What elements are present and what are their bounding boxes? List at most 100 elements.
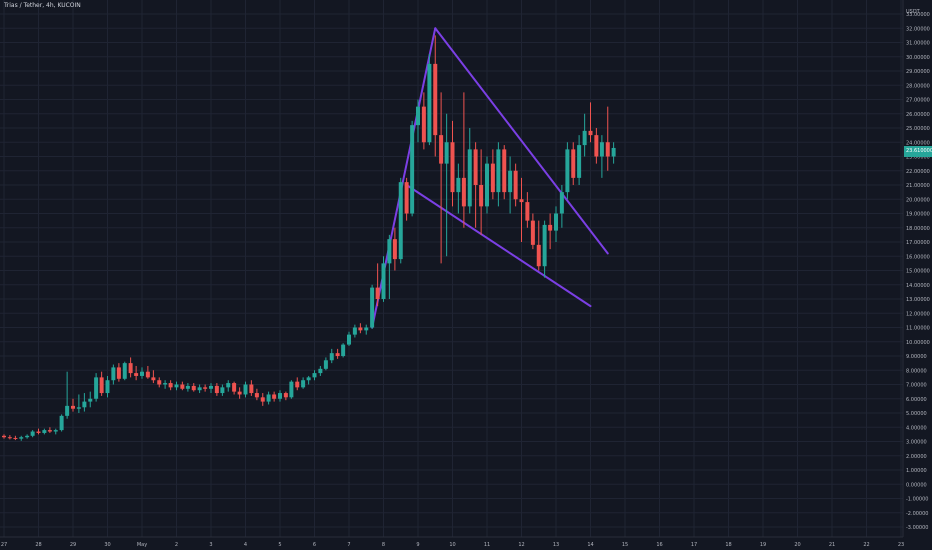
- candle-body: [128, 363, 133, 374]
- candle-body: [381, 263, 386, 299]
- candle-body: [565, 149, 570, 193]
- y-tick-label: 33.00000: [906, 12, 930, 18]
- candle-body: [99, 377, 104, 394]
- y-tick-label: 22.00000: [906, 169, 930, 175]
- candle-body: [111, 367, 116, 381]
- candle-body: [508, 170, 513, 193]
- y-tick-label: 15.00000: [906, 269, 930, 275]
- x-tick-label: 17: [691, 542, 697, 548]
- candle-body: [554, 213, 558, 231]
- candle-body: [19, 437, 24, 439]
- candle-body: [59, 415, 64, 431]
- candle-body: [283, 393, 288, 398]
- candle-body: [375, 287, 380, 299]
- x-tick-label: 11: [484, 542, 490, 548]
- y-tick-label: 16.00000: [906, 254, 930, 260]
- x-tick-label: 10: [449, 542, 455, 548]
- time-axis[interactable]: 27 28 29 30 May 2 3 4 5 6 7 8 9 10 11 12 13 14 15 16 17 18 19 2…: [0, 536, 904, 548]
- candle-body: [71, 405, 75, 409]
- candle-body: [433, 63, 438, 136]
- y-tick-label: 13.00000: [906, 297, 930, 303]
- y-tick-label: 5.00000: [906, 411, 927, 417]
- candle-body: [163, 383, 168, 385]
- x-tick-label: 23: [898, 542, 904, 548]
- y-tick-label: 26.00000: [906, 112, 930, 118]
- y-tick-label: 28.00000: [906, 83, 930, 89]
- candle-body: [151, 377, 156, 381]
- candle-body: [220, 387, 225, 394]
- x-tick-label: 15: [622, 542, 628, 548]
- y-tick-label: 2.00000: [906, 454, 927, 460]
- y-tick-label: -3.00000: [906, 525, 928, 531]
- y-tick-label: 20.00000: [906, 197, 930, 203]
- candles: [2, 35, 616, 441]
- candle-body: [301, 380, 306, 388]
- candle-body: [358, 327, 363, 331]
- x-tick-label: 18: [725, 542, 731, 548]
- candle-body: [513, 170, 518, 200]
- x-tick-label: 8: [382, 542, 385, 548]
- candle-body: [122, 363, 127, 379]
- candle-body: [421, 106, 426, 143]
- last-price-tag: 23.610000: [904, 146, 932, 157]
- candle-body: [232, 383, 237, 392]
- x-tick-label: 21: [829, 542, 835, 548]
- candle-body: [559, 192, 564, 214]
- candle-body: [444, 142, 449, 164]
- y-tick-label: 6.00000: [906, 397, 927, 403]
- candle-body: [226, 383, 231, 388]
- y-tick-label: 31.00000: [906, 41, 930, 47]
- candle-body: [36, 431, 41, 433]
- candle-body: [335, 353, 340, 356]
- y-tick-label: 24.00000: [906, 140, 930, 146]
- candle-body: [530, 220, 535, 245]
- candle-body: [312, 373, 317, 378]
- y-tick-label: -2.00000: [906, 511, 928, 517]
- y-tick-label: 17.00000: [906, 240, 930, 246]
- x-tick-label: May: [137, 542, 147, 548]
- candle-body: [467, 149, 472, 207]
- candle-body: [571, 149, 576, 178]
- candle-body: [502, 149, 507, 193]
- y-tick-label: 9.00000: [906, 354, 927, 360]
- candle-body: [542, 224, 547, 267]
- candle-body: [278, 393, 282, 399]
- candle-body: [237, 391, 242, 395]
- candle-body: [479, 185, 484, 207]
- y-tick-label: 7.00000: [906, 383, 927, 389]
- candle-body: [461, 177, 466, 207]
- price-axis[interactable]: -3.00000 -2.00000 -1.00000 0.00000 1.00000 2.…: [902, 0, 930, 537]
- x-tick-label: 6: [313, 542, 316, 548]
- candle-body: [387, 239, 392, 264]
- candle-body: [47, 430, 52, 432]
- candle-body: [410, 125, 415, 214]
- candle-body: [404, 182, 409, 214]
- candle-body: [249, 384, 254, 394]
- x-tick-label: 29: [70, 542, 76, 548]
- chart-title: Trias / Tether, 4h, KUCOIN: [4, 2, 81, 9]
- y-tick-label: 8.00000: [906, 368, 927, 374]
- candle-body: [272, 394, 277, 399]
- trendline-upper-channel: [434, 27, 609, 255]
- candle-body: [185, 385, 190, 389]
- y-tick-label: 0.00000: [906, 482, 927, 488]
- candle-body: [260, 397, 265, 402]
- candle-body: [197, 387, 202, 391]
- x-tick-label: 28: [35, 542, 41, 548]
- candle-body: [157, 380, 162, 385]
- y-tick-label: 30.00000: [906, 55, 930, 61]
- trendline-lower-channel: [405, 184, 592, 308]
- candle-body: [65, 405, 70, 416]
- candle-body: [174, 384, 179, 388]
- candle-body: [536, 244, 541, 267]
- candle-body: [519, 199, 524, 203]
- candle-body: [588, 130, 593, 136]
- y-tick-label: 14.00000: [906, 283, 930, 289]
- y-tick-label: 21.00000: [906, 183, 930, 189]
- candle-body: [392, 239, 397, 260]
- candle-body: [306, 377, 311, 381]
- candle-body: [209, 385, 213, 389]
- candle-body: [577, 145, 582, 178]
- y-tick-label: 12.00000: [906, 311, 930, 317]
